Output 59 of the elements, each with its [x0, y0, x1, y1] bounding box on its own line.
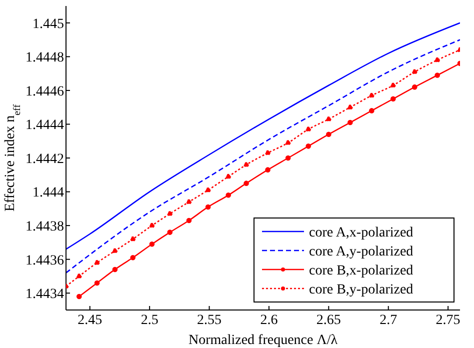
x-tick-label: 2.6: [260, 312, 278, 328]
point: [167, 211, 173, 216]
point: [149, 222, 155, 228]
point: [306, 144, 312, 149]
point: [226, 174, 232, 180]
point: [244, 180, 249, 186]
y-tick-label: 1.4436: [26, 253, 64, 268]
x-tick-label: 2.7: [380, 312, 398, 328]
x-tick-label: 2.5: [140, 312, 158, 328]
legend-label: core A,y-polarized: [309, 244, 414, 260]
y-tick-label: 1.4442: [26, 152, 64, 167]
x-tick-label: 2.65: [316, 312, 341, 328]
point: [434, 57, 440, 63]
x-tick-label: 2.75: [436, 312, 460, 328]
point: [76, 274, 82, 279]
point: [112, 266, 118, 272]
point: [94, 260, 100, 266]
legend-label: core B,x-polarized: [309, 264, 414, 278]
point: [326, 116, 332, 122]
point: [306, 126, 312, 132]
y-tick-label: 1.4446: [26, 84, 64, 100]
point: [412, 69, 418, 75]
point: [205, 187, 211, 193]
y-tick-label: 1.4434: [26, 287, 64, 302]
point: [285, 140, 291, 146]
point: [285, 155, 291, 161]
y-tick-label: 1.445: [32, 16, 64, 32]
point: [326, 132, 332, 138]
point: [390, 82, 396, 88]
point: [130, 254, 136, 260]
point: [348, 104, 353, 110]
point: [130, 236, 136, 242]
y-tick-label: 1.4444: [26, 118, 64, 134]
x-tick-label: 2.55: [197, 312, 222, 328]
point: [369, 108, 374, 114]
x-axis-title: Normalized frequence Λ/λ: [188, 333, 338, 348]
point: [244, 162, 249, 168]
point: [205, 204, 211, 210]
point: [390, 96, 396, 102]
y-tick-label: 1.4438: [26, 220, 64, 235]
legend-label: core B,y-polarized: [309, 282, 414, 298]
point: [76, 294, 82, 300]
point: [149, 241, 155, 247]
point: [94, 280, 100, 286]
legend-label: core A,x-polarized: [309, 226, 414, 240]
point: [348, 120, 353, 126]
point: [167, 230, 173, 235]
point: [112, 248, 118, 254]
point: [412, 84, 418, 90]
y-tick-label: 1.4448: [26, 50, 64, 66]
point: [226, 192, 232, 198]
point: [186, 199, 192, 205]
point: [369, 92, 374, 98]
x-tick-label: 2.45: [78, 312, 102, 328]
point: [265, 167, 270, 172]
y-tick-label: 1.444: [32, 186, 64, 201]
point: [434, 72, 440, 78]
point: [186, 218, 192, 224]
point: [265, 150, 270, 156]
